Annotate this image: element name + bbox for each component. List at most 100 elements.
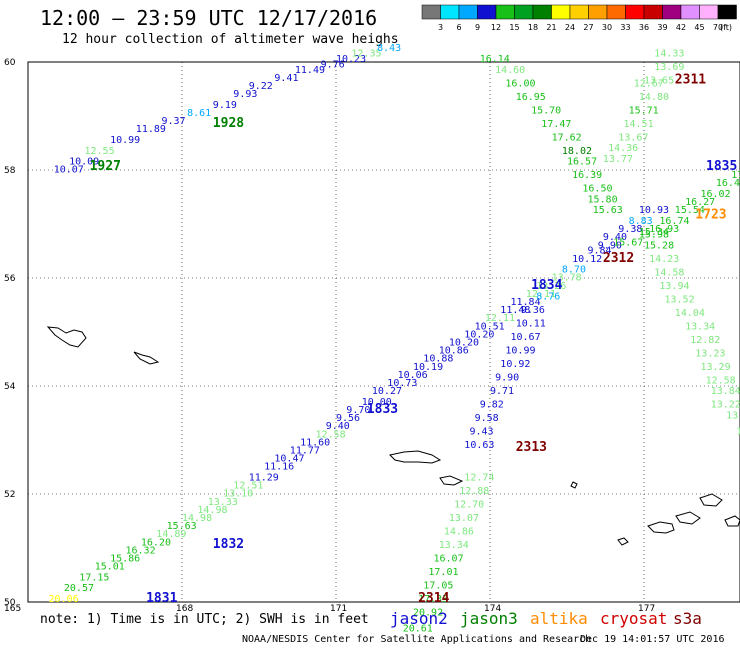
- swh-value: 11.49: [295, 65, 325, 76]
- chart-subtitle: 12 hour collection of altimeter wave hei…: [62, 32, 399, 47]
- swh-value: 12.35: [351, 49, 381, 60]
- colorbar: 3 6 9 12 15 18 21 24 27 30 33 36 39 42 45 70(ft): [421, 4, 737, 32]
- pass-label: 2312: [603, 251, 634, 266]
- swh-value: 13.84: [711, 386, 740, 397]
- swh-value: 13.26: [536, 281, 566, 292]
- swh-value: 14.89: [156, 529, 186, 540]
- satellite-altika: altika: [530, 609, 588, 628]
- swh-value: 9.40: [603, 232, 627, 243]
- swh-value: 11.16: [264, 462, 294, 473]
- footer-note: note: 1) Time is in UTC; 2) SWH is in fe…: [40, 612, 369, 627]
- swh-value: 9.43: [470, 427, 494, 438]
- swh-value: 14.23: [649, 254, 679, 265]
- swh-value: 16.57: [567, 157, 597, 168]
- swh-value: 17.15: [79, 572, 109, 583]
- pass-label: 1832: [213, 537, 244, 552]
- pass-label: 1723: [695, 208, 726, 223]
- swh-value: 13.65: [644, 76, 674, 87]
- swh-value: 9.90: [495, 373, 519, 384]
- swh-value: 16.50: [582, 184, 612, 195]
- swh-value: 11.89: [136, 124, 166, 135]
- swh-value: 11.48: [500, 305, 530, 316]
- generated-timestamp: Dec 19 14:01:57 UTC 2016: [580, 634, 725, 645]
- swh-value: 17.05: [423, 581, 453, 592]
- lat-tick-label: 60: [4, 58, 16, 68]
- chart-title: 12:00 – 23:59 UTC 12/17/2016: [40, 6, 378, 30]
- swh-value: 8.70: [562, 265, 586, 276]
- swh-value: 15.28: [644, 240, 674, 251]
- swh-value: 8.83: [629, 216, 653, 227]
- colorbar-swatch: [699, 4, 719, 20]
- swh-value: 15.34: [639, 227, 669, 238]
- swh-value: 13.46: [726, 410, 740, 421]
- colorbar-label: 15: [509, 23, 519, 32]
- colorbar-label: 33: [620, 23, 630, 32]
- colorbar-swatch: [643, 4, 663, 20]
- lon-tick-label: 165: [4, 604, 21, 614]
- satellite-cryosat: cryosat: [600, 609, 668, 628]
- swh-value: 9.82: [480, 400, 504, 411]
- graticule: [27, 61, 740, 603]
- swh-value: 14.29: [736, 427, 740, 438]
- swh-value: 10.07: [54, 165, 84, 176]
- swh-value: 11.60: [300, 437, 330, 448]
- pass-label: 1927: [90, 159, 121, 174]
- swh-value: 12.11: [485, 313, 515, 324]
- swh-value: 10.11: [516, 319, 546, 330]
- colorbar-label: 39: [657, 23, 667, 32]
- swh-value: 10.63: [464, 440, 494, 451]
- swh-value: 8.43: [377, 43, 401, 54]
- swh-value: 10.19: [413, 362, 443, 373]
- swh-value: 11.29: [249, 473, 279, 484]
- swh-value: 8.76: [536, 292, 560, 303]
- colorbar-swatch: [680, 4, 700, 20]
- swh-value: 9.37: [162, 116, 186, 127]
- swh-value: 13.10: [223, 489, 253, 500]
- colorbar-swatch: [532, 4, 552, 20]
- swh-value: 16.14: [480, 54, 510, 65]
- swh-value: 10.09: [69, 157, 99, 168]
- pass-labels: 1927 1928 1831 1832 1833 1834 1835 1723 2311 2312…: [90, 73, 738, 606]
- swh-value: 13.23: [695, 348, 725, 359]
- colorbar-label: 3: [438, 23, 443, 32]
- pass-label: 2314: [418, 591, 449, 606]
- colorbar-label: 45: [694, 23, 704, 32]
- lat-tick-label: 56: [4, 274, 16, 284]
- swh-value: 16.20: [141, 537, 171, 548]
- island-east-3: [675, 511, 701, 525]
- swh-value: 15.01: [95, 562, 125, 573]
- colorbar-swatch: [662, 4, 682, 20]
- swh-value: 13.78: [552, 273, 582, 284]
- swh-value: 10.93: [639, 205, 669, 216]
- swh-value: 10.51: [475, 321, 505, 332]
- island-kiska: [388, 450, 442, 464]
- island-east-1: [570, 481, 578, 489]
- swh-value: 11.77: [290, 446, 320, 457]
- colorbar-swatch: [495, 4, 515, 20]
- swh-value: 9.84: [588, 246, 612, 257]
- swh-value: 12.70: [454, 500, 484, 511]
- swh-value: 13.07: [449, 513, 479, 524]
- pass-label: 2311: [675, 73, 706, 88]
- colorbar-label: 70: [713, 23, 723, 32]
- swh-value: 9.40: [326, 421, 350, 432]
- swh-value: 15.98: [639, 230, 669, 241]
- colorbar-swatch: [717, 4, 737, 20]
- colorbar-label: 42: [676, 23, 686, 32]
- swh-value: 18.02: [562, 146, 592, 157]
- swh-value: 9.38: [618, 224, 642, 235]
- swh-value: 15.67: [613, 238, 643, 249]
- swh-value: 15.54: [675, 205, 705, 216]
- swh-value: 14.60: [495, 65, 525, 76]
- lat-tick-label: 58: [4, 166, 16, 176]
- swh-value: 17.62: [552, 132, 582, 143]
- swh-value: 17.47: [541, 119, 571, 130]
- swh-value: 15.63: [593, 205, 623, 216]
- colorbar-label: 6: [456, 23, 461, 32]
- lon-tick-label: 177: [638, 604, 655, 614]
- colorbar-swatch: [569, 4, 589, 20]
- swh-value: 10.99: [110, 135, 140, 146]
- colorbar-swatch: [588, 4, 608, 20]
- swh-value: 10.06: [398, 370, 428, 381]
- colorbar-swatch: [421, 4, 441, 20]
